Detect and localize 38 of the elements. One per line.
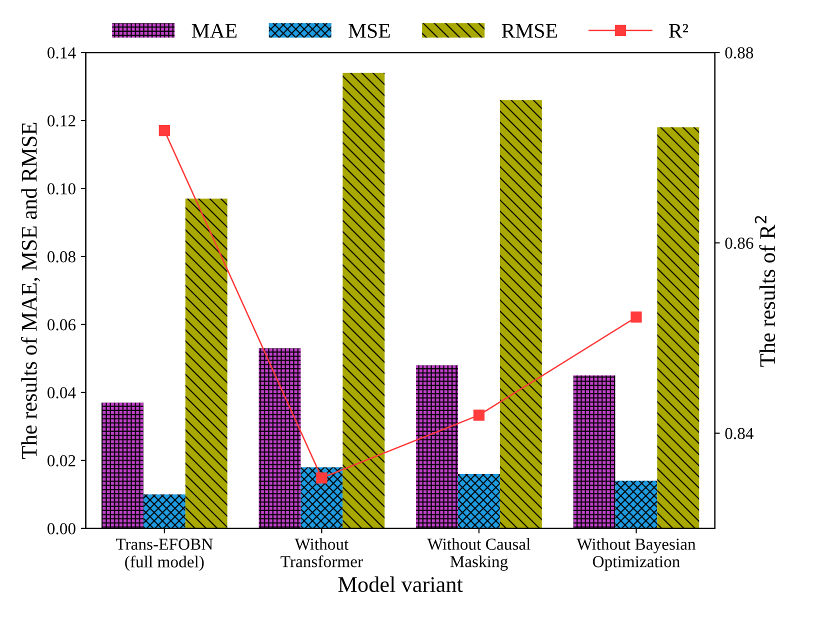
y-tick-label: 0.06 [48, 319, 76, 330]
bar [258, 348, 301, 528]
x-tick-label: Without Causal Masking [427, 538, 530, 571]
y-tick-label: 0.14 [48, 47, 76, 59]
y-tick-label: 0.02 [48, 455, 76, 466]
y2-tick-label: 0.84 [725, 428, 754, 440]
y-tick-label: 0.10 [48, 183, 76, 195]
bar [300, 467, 343, 528]
bar [573, 375, 616, 528]
bar [657, 127, 700, 528]
bar [500, 100, 542, 528]
y-axis-title: The results of MAE, MSE and RMSE [20, 122, 40, 459]
x-tick-label: Trans-EFOBN (full model) [116, 538, 213, 571]
bar [143, 494, 186, 528]
bar [102, 402, 144, 528]
y-tick-label: 0.04 [48, 387, 76, 398]
bar [185, 198, 228, 528]
y2-axis-title: The results of R$^{2}$ [754, 216, 776, 367]
point [473, 410, 485, 421]
legend-label: RMSE [502, 24, 557, 38]
y2-tick-label: 0.88 [725, 47, 754, 59]
legend-label: MSE [348, 24, 390, 38]
x-tick-label: Without Bayesian Optimization [576, 538, 696, 571]
x-tick-label: Without Transformer [280, 538, 363, 568]
y2-tick-label: 0.86 [725, 238, 754, 249]
y-tick-label: 0.00 [48, 523, 76, 534]
y-tick-label: 0.12 [48, 115, 76, 127]
x-axis-title: Model variant [338, 576, 463, 592]
legend-label: R² [668, 24, 688, 38]
point [316, 472, 328, 484]
bar [615, 480, 658, 528]
bar [342, 72, 385, 528]
bar [458, 474, 500, 528]
y-tick-label: 0.08 [48, 251, 76, 262]
point [630, 312, 642, 323]
bar [416, 365, 458, 528]
legend-label: MAE [192, 24, 237, 38]
point [158, 125, 170, 136]
